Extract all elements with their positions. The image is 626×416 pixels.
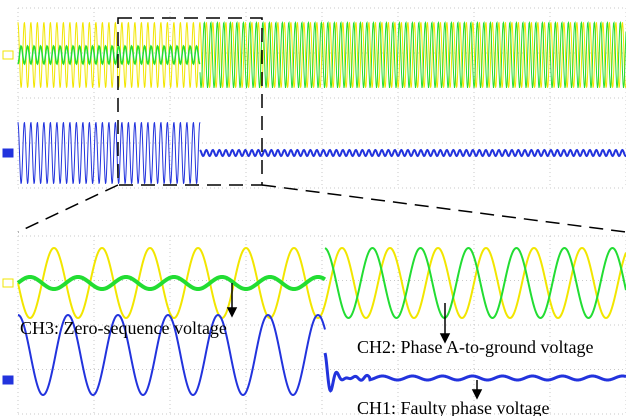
ch3-wave [17, 44, 201, 66]
ch3-label: CH3: Zero-sequence voltage [20, 318, 227, 338]
zoom-line [17, 184, 119, 233]
arrows [226, 283, 483, 400]
ch1-wave [17, 122, 201, 184]
ch1-wave [199, 148, 626, 158]
ch3-wave [324, 246, 626, 320]
ch3-wave [16, 274, 327, 292]
channel-marker [2, 375, 14, 385]
ch1-label: CH1: Faulty phase voltage [357, 398, 549, 416]
ch2-wave [17, 22, 626, 88]
waveforms [2, 20, 626, 397]
ch2-label: CH2: Phase A-to-ground voltage [357, 337, 593, 357]
channel-marker [2, 278, 14, 288]
ch1-wave [323, 352, 626, 393]
ch1-wave [17, 313, 326, 397]
channel-marker [2, 148, 14, 158]
channel-marker [2, 50, 14, 60]
ch2-wave [17, 246, 626, 320]
zoom-box [117, 17, 263, 186]
zoom-line [261, 184, 626, 233]
ch3-wave [199, 20, 626, 89]
